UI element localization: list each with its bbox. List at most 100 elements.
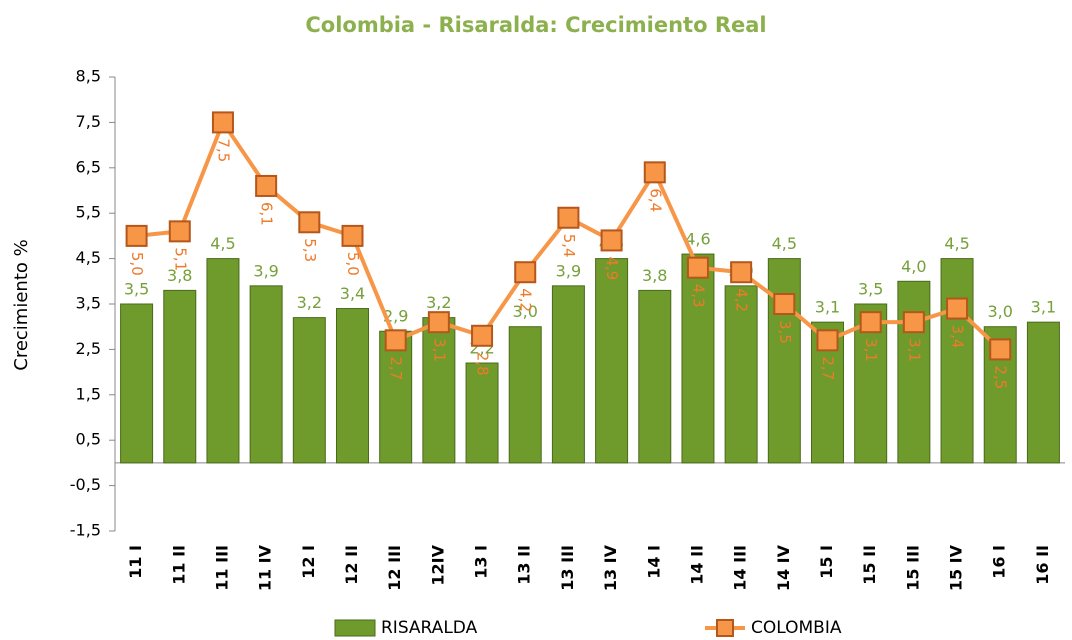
line-marker [168, 220, 191, 243]
bar-value-label: 4,0 [901, 257, 926, 276]
x-tick-label: 16 I [990, 545, 1009, 579]
x-tick-label: 11 I [126, 545, 145, 579]
x-tick-label: 16 II [1033, 545, 1052, 585]
bar [508, 326, 542, 464]
line-marker [341, 224, 364, 247]
y-tick-label: 4,5 [76, 248, 101, 267]
bar-value-label: 3,4 [340, 284, 365, 303]
line-value-label: 3,1 [430, 338, 448, 362]
bar [465, 362, 499, 464]
bar-value-label: 4,5 [944, 234, 969, 253]
bar [940, 258, 974, 464]
bar-value-label: 3,9 [556, 261, 581, 280]
y-axis-label: Crecimiento % [11, 239, 32, 370]
y-tick-label: 8,5 [76, 67, 101, 86]
bar [681, 253, 715, 464]
chart-title: Colombia - Risaralda: Crecimiento Real [305, 13, 766, 37]
x-tick-label: 11 II [169, 545, 188, 585]
line-value-label: 5,0 [344, 252, 362, 276]
bar [120, 303, 154, 464]
line-marker [427, 311, 450, 334]
line-value-label: 6,4 [646, 188, 664, 212]
x-tick-label: 12 II [342, 545, 361, 585]
bar-value-label: 3,2 [426, 293, 451, 312]
line-marker [902, 311, 925, 334]
line-marker [255, 174, 278, 197]
x-tick-label: 15 I [817, 545, 836, 579]
line-marker [211, 111, 234, 134]
legend-swatch-marker [716, 619, 734, 637]
line-value-label: 6,1 [258, 202, 276, 226]
y-tick-label: 3,5 [76, 294, 101, 313]
line-marker [514, 261, 537, 284]
x-tick-label: 12 III [385, 545, 404, 591]
bar-value-label: 4,6 [685, 230, 710, 249]
line-value-label: 3,1 [862, 338, 880, 362]
bar-value-label: 3,8 [167, 266, 192, 285]
bar-value-label: 3,9 [253, 261, 278, 280]
y-tick-label: 2,5 [76, 339, 101, 358]
x-tick-label: 15 IV [947, 544, 966, 591]
bar-value-label: 4,5 [772, 234, 797, 253]
bar [379, 330, 413, 464]
legend-label: COLOMBIA [751, 618, 842, 638]
line-marker [686, 256, 709, 279]
x-tick-label: 12IV [428, 544, 447, 585]
line-value-label: 2,8 [474, 352, 492, 376]
y-tick-label: -1,5 [70, 521, 101, 540]
line-value-label: 5,3 [301, 238, 319, 262]
x-tick-label: 15 III [903, 545, 922, 591]
x-tick-label: 12 I [299, 545, 318, 579]
legend-swatch [334, 619, 376, 637]
line-marker [816, 329, 839, 352]
bar-value-label: 3,0 [988, 302, 1013, 321]
x-tick-label: 15 II [860, 545, 879, 585]
bar-value-label: 3,5 [858, 280, 883, 299]
line-value-label: 2,7 [819, 356, 837, 380]
x-tick-label: 11 IV [256, 544, 275, 591]
bar-value-label: 3,1 [1031, 298, 1056, 317]
bar [551, 285, 585, 464]
bar [206, 258, 240, 464]
line-marker [946, 297, 969, 320]
line-marker [557, 206, 580, 229]
bar [724, 285, 758, 464]
line-value-label: 4,2 [517, 288, 535, 312]
x-tick-label: 13 IV [601, 544, 620, 591]
line-marker [859, 311, 882, 334]
bar [1026, 321, 1060, 464]
bar [336, 308, 369, 464]
line-value-label: 3,5 [776, 320, 794, 344]
bar-value-label: 3,1 [815, 298, 840, 317]
line-value-label: 5,0 [128, 252, 146, 276]
bar [163, 289, 197, 464]
y-tick-label: 0,5 [76, 430, 101, 449]
x-tick-label: 14 III [731, 545, 750, 591]
line-marker [730, 261, 753, 284]
bar [595, 258, 629, 464]
bar-value-label: 3,8 [642, 266, 667, 285]
y-tick-label: 6,5 [76, 157, 101, 176]
x-tick-label: 13 III [558, 545, 577, 591]
line-marker [600, 229, 623, 252]
y-tick-label: 1,5 [76, 384, 101, 403]
bar [292, 317, 326, 464]
x-tick-label: 11 III [212, 545, 231, 591]
bar-value-label: 4,5 [210, 234, 235, 253]
bar [767, 258, 801, 464]
line-value-label: 4,9 [603, 256, 621, 280]
line-marker [384, 329, 407, 352]
x-tick-label: 14 I [644, 545, 663, 579]
legend-label: RISARALDA [381, 618, 478, 638]
line-value-label: 4,3 [689, 284, 707, 308]
line-value-label: 3,1 [905, 338, 923, 362]
line-marker [989, 338, 1012, 361]
line-value-label: 7,5 [214, 138, 232, 162]
line-value-label: 2,7 [387, 356, 405, 380]
y-tick-label: -0,5 [70, 475, 101, 494]
line-marker [773, 293, 796, 315]
line-marker [125, 224, 148, 247]
line-value-label: 3,4 [949, 325, 967, 349]
bar-value-label: 3,2 [297, 293, 322, 312]
